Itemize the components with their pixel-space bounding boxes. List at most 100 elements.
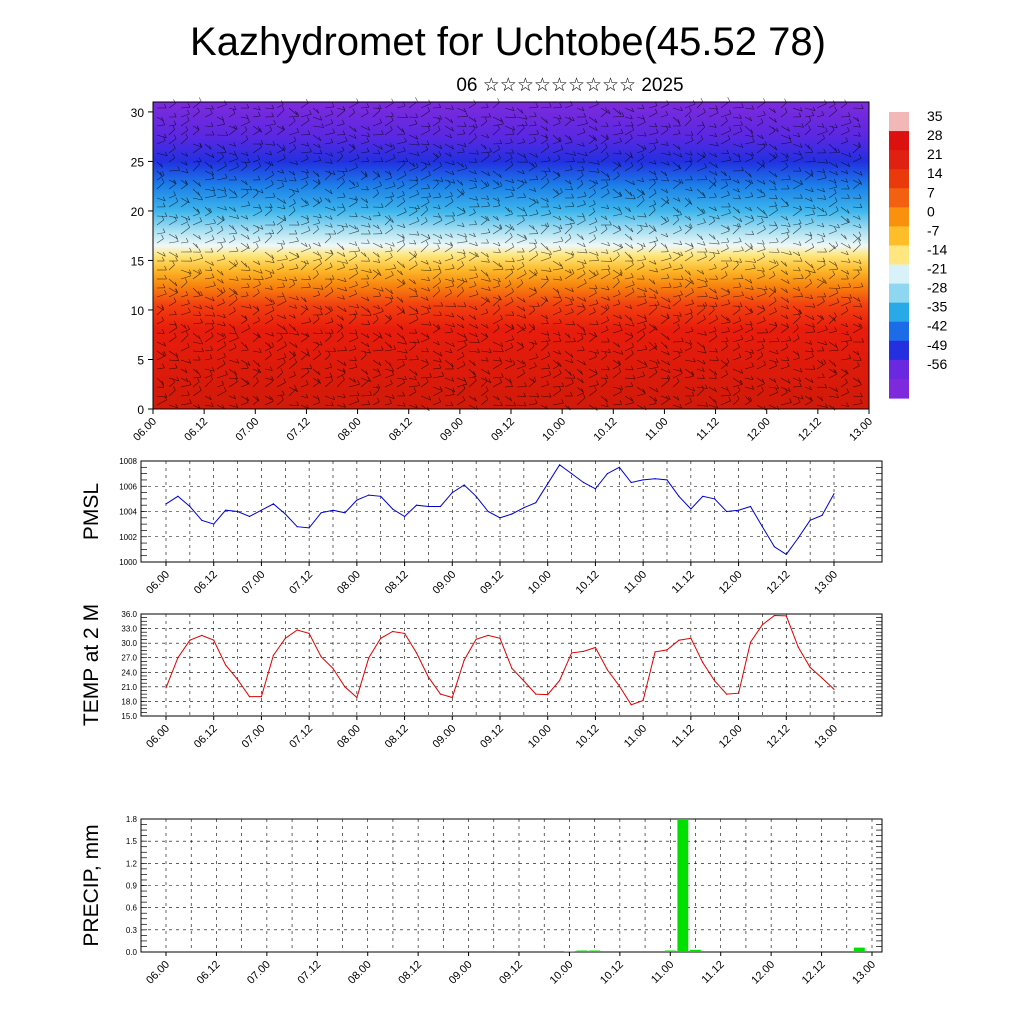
wind-barb-feather [220,271,224,276]
wind-barb [168,389,176,397]
wind-barb-feather [619,400,623,405]
wind-barb-feather [847,209,850,214]
wind-barb-feather [175,253,179,258]
wind-barb-feather [785,201,789,207]
wind-barb [660,152,671,156]
wind-barb-feather [644,287,647,292]
wind-barb [660,277,670,280]
wind-barb [336,156,343,163]
y-tick-label: 30 [131,106,145,120]
wind-barb-feather [270,377,273,382]
wind-barb [240,328,250,334]
wind-barb-feather [304,199,308,204]
wind-barb-feather [571,307,574,313]
wind-barb [756,275,765,280]
wind-barb-feather [547,351,551,356]
data-point [821,514,823,516]
wind-barb [432,290,441,298]
wind-barb-feather [364,171,368,176]
wind-barb-feather [810,197,813,202]
wind-barb [816,241,824,244]
wind-barb-feather [545,223,548,228]
wind-barb [504,246,515,253]
wind-barb [324,122,334,127]
wind-barb [288,314,296,319]
wind-barb [684,291,694,298]
wind-barb-feather [222,254,226,259]
wind-barb [504,195,514,199]
wind-barb [336,110,346,118]
wind-barb [528,246,537,253]
wind-barb-feather [593,234,597,239]
x-tick-label: 07.00 [245,959,273,987]
wind-barb-feather [679,153,683,158]
wind-barb [168,148,176,154]
wind-barb [852,125,861,128]
wind-barb [672,381,680,388]
wind-barb-feather [416,355,419,360]
wind-barb [588,335,597,343]
wind-barb [348,305,359,309]
data-point [260,696,262,698]
wind-barb [444,220,455,226]
wind-barb-feather [654,303,658,308]
wind-barb [852,206,863,208]
wind-barb-feather [500,342,504,347]
wind-barb [576,175,584,181]
wind-barb-feather [356,303,360,309]
wind-barb-feather [691,243,694,249]
wind-barb [480,390,489,397]
wind-barb-feather [680,106,683,112]
wind-barb [168,278,178,287]
wind-barb-feather [510,153,513,159]
wind-barb-feather [185,161,188,166]
wind-barb [708,296,719,300]
wind-barb [192,197,203,201]
wind-barb [492,205,501,208]
wind-barb [192,341,203,345]
wind-barb [576,123,588,127]
wind-barb [768,143,778,151]
wind-barb-feather [402,280,405,285]
wind-barb [588,116,598,123]
wind-barb [600,381,608,388]
wind-barb-feather [246,226,249,232]
wind-barb [564,303,573,307]
wind-barb [360,161,369,163]
wind-barb-feather [643,212,647,218]
wind-barb-feather [377,268,380,274]
wind-barb-feather [559,262,562,267]
wind-barb-feather [655,138,659,143]
wind-barb-feather [342,369,346,374]
wind-barb [312,200,322,208]
wind-barb [744,339,754,343]
wind-barb [492,185,503,190]
wind-barb [252,320,260,325]
wind-barb-feather [532,225,535,230]
wind-barb [600,260,612,262]
wind-barb-feather [606,188,610,194]
wind-barb [456,241,468,244]
wind-barb-feather [568,233,572,239]
wind-barb [432,154,442,163]
wind-barb-feather [583,216,586,221]
wind-barb [828,395,839,398]
wind-barb [348,179,356,186]
wind-barb-feather [606,204,610,209]
wind-barb-feather [678,252,681,257]
wind-barb-feather [751,105,755,110]
wind-barb-feather [558,336,562,342]
wind-barb [684,278,694,285]
wind-barb-feather [391,270,394,276]
wind-barb-feather [738,194,741,200]
wind-barb-feather [534,239,538,244]
wind-barb [732,152,741,158]
wind-barb [756,206,766,215]
wind-barb-feather [487,201,490,207]
wind-barb-feather [618,367,622,372]
wind-barb-feather [439,115,442,120]
wind-barb-feather [593,307,596,312]
wind-barb [288,404,299,406]
